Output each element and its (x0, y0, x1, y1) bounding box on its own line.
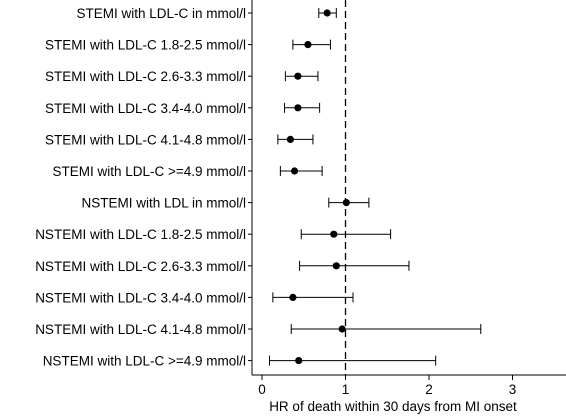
hr-point (289, 293, 297, 301)
row-label: NSTEMI with LDL-C 3.4-4.0 mmol/l (35, 290, 246, 305)
hr-point (295, 357, 303, 365)
forest-row: STEMI with LDL-C >=4.9 mmol/l (52, 164, 323, 179)
row-label: STEMI with LDL-C in mmol/l (76, 6, 246, 21)
hr-point (342, 199, 350, 207)
rows-layer: STEMI with LDL-C in mmol/l STEMI with LDL… (35, 6, 482, 369)
x-axis-label: HR of death within 30 days from MI onset (269, 399, 517, 414)
row-label: NSTEMI with LDL-C 4.1-4.8 mmol/l (35, 322, 246, 337)
forest-row: NSTEMI with LDL-C 4.1-4.8 mmol/l (35, 322, 482, 337)
x-tick-label: 0 (258, 382, 266, 397)
row-label: NSTEMI with LDL-C 1.8-2.5 mmol/l (35, 227, 246, 242)
row-label: STEMI with LDL-C 4.1-4.8 mmol/l (45, 132, 246, 147)
row-label: STEMI with LDL-C >=4.9 mmol/l (52, 164, 246, 179)
row-label: NSTEMI with LDL-C >=4.9 mmol/l (43, 354, 246, 369)
forest-row: STEMI with LDL-C 1.8-2.5 mmol/l (45, 38, 331, 53)
hr-point (332, 262, 340, 270)
hr-point (304, 41, 312, 49)
forest-row: STEMI with LDL-C 2.6-3.3 mmol/l (45, 69, 319, 84)
row-label: NSTEMI with LDL-C 2.6-3.3 mmol/l (35, 259, 246, 274)
row-label: STEMI with LDL-C 2.6-3.3 mmol/l (45, 69, 246, 84)
row-label: STEMI with LDL-C 3.4-4.0 mmol/l (45, 101, 246, 116)
hr-point (286, 135, 294, 143)
x-tick-label: 1 (342, 382, 350, 397)
x-tick-label: 3 (509, 382, 517, 397)
hr-point (294, 72, 302, 80)
forest-row: STEMI with LDL-C 3.4-4.0 mmol/l (45, 101, 321, 116)
row-label: STEMI with LDL-C 1.8-2.5 mmol/l (45, 38, 246, 53)
forest-row: NSTEMI with LDL-C >=4.9 mmol/l (43, 354, 437, 369)
hr-point (294, 104, 302, 112)
x-tick-label: 2 (425, 382, 433, 397)
forest-row: NSTEMI with LDL-C 1.8-2.5 mmol/l (35, 227, 392, 242)
row-label: NSTEMI with LDL in mmol/l (81, 196, 246, 211)
hr-point (330, 230, 338, 238)
hr-point (290, 167, 299, 175)
hr-point (338, 325, 346, 333)
forest-row: STEMI with LDL-C in mmol/l (76, 6, 337, 21)
forest-row: NSTEMI with LDL-C 3.4-4.0 mmol/l (35, 290, 354, 305)
hr-point (323, 9, 331, 17)
forest-row: STEMI with LDL-C 4.1-4.8 mmol/l (45, 132, 314, 147)
x-ticks: 0 1 2 3 (258, 375, 516, 397)
forest-row: NSTEMI with LDL in mmol/l (81, 196, 370, 211)
forest-row: NSTEMI with LDL-C 2.6-3.3 mmol/l (35, 259, 410, 274)
